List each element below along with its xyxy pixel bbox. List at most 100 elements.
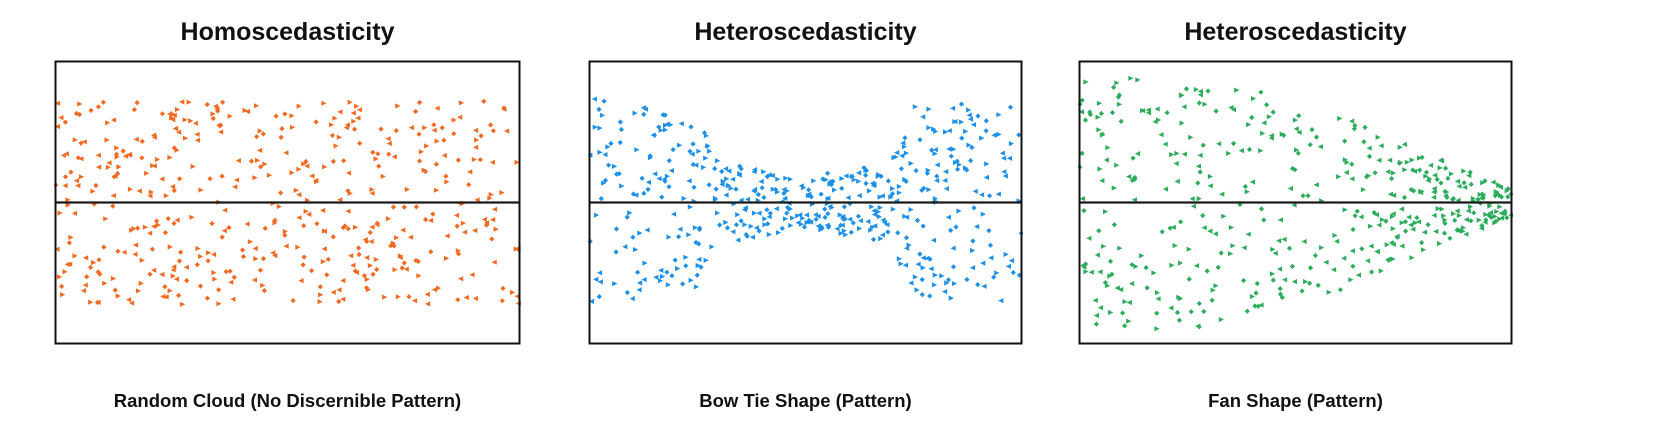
- scatter-point: [176, 292, 182, 298]
- scatter-point: [949, 105, 956, 111]
- scatter-point: [1432, 189, 1438, 195]
- scatter-point: [1087, 109, 1093, 115]
- scatter-point: [782, 195, 788, 201]
- scatter-point: [991, 132, 997, 138]
- scatter-point: [738, 166, 744, 172]
- scatter-point: [857, 218, 864, 224]
- scatter-point: [1270, 277, 1276, 283]
- scatter-point: [460, 220, 466, 226]
- scatter-point: [1447, 235, 1453, 241]
- scatter-point: [159, 176, 165, 182]
- scatter-point: [1294, 147, 1300, 153]
- scatter-point: [730, 229, 736, 235]
- scatter-point: [865, 218, 871, 225]
- scatter-point: [658, 127, 664, 133]
- scatter-point: [703, 155, 709, 161]
- scatter-point: [182, 117, 188, 123]
- scatter-point: [378, 126, 384, 132]
- scatter-point: [154, 156, 161, 163]
- scatter-point: [194, 131, 200, 137]
- scatter-point: [1423, 169, 1430, 175]
- scatter-point: [1463, 217, 1469, 223]
- scatter-point: [1098, 110, 1104, 117]
- scatter-point: [257, 128, 263, 134]
- scatter-point: [1443, 193, 1449, 199]
- scatter-point: [474, 197, 480, 203]
- scatter-point: [1389, 176, 1395, 182]
- scatter-point: [1375, 134, 1381, 140]
- scatter-point: [301, 161, 307, 167]
- scatter-point: [1261, 217, 1267, 223]
- scatter-point: [811, 178, 817, 184]
- scatter-point: [1244, 189, 1250, 195]
- scatter-point: [1172, 243, 1178, 249]
- scatter-point: [624, 289, 630, 296]
- scatter-point: [797, 212, 803, 218]
- scatter-point: [88, 264, 94, 270]
- scatter-point: [744, 233, 750, 239]
- scatter-point: [162, 230, 168, 236]
- scatter-point: [1461, 168, 1467, 174]
- scatter-point: [608, 140, 614, 147]
- chart-caption-fan: Fan Shape (Pattern): [1208, 390, 1383, 411]
- scatter-point: [1301, 238, 1307, 245]
- scatter-point: [336, 298, 342, 305]
- scatter-point: [970, 238, 976, 244]
- scatter-point: [1261, 120, 1267, 126]
- scatter-point: [1343, 169, 1349, 176]
- scatter-point: [1432, 172, 1438, 178]
- scatter-point: [458, 276, 464, 282]
- scatter-point: [1156, 117, 1162, 123]
- scatter-point: [65, 202, 71, 208]
- scatter-point: [1493, 189, 1499, 195]
- scatter-point: [247, 239, 253, 245]
- scatter-point: [455, 157, 461, 163]
- scatter-point: [62, 183, 68, 189]
- scatter-point: [779, 225, 785, 231]
- scatter-point: [401, 260, 407, 266]
- scatter-point: [1195, 163, 1201, 169]
- scatter-point: [1471, 210, 1477, 216]
- scatter-point: [253, 256, 259, 262]
- scatter-point: [1359, 246, 1365, 252]
- scatter-point: [885, 229, 891, 235]
- scatter-point: [82, 282, 88, 288]
- scatter-point: [601, 180, 607, 186]
- scatter-point: [920, 114, 926, 120]
- scatter-point: [1404, 159, 1410, 165]
- scatter-point: [244, 221, 250, 227]
- scatter-point: [616, 171, 622, 177]
- scatter-point: [174, 147, 180, 153]
- scatter-point: [105, 120, 111, 126]
- scatter-point: [171, 264, 177, 270]
- scatter-point: [127, 186, 134, 192]
- scatter-point: [95, 269, 101, 275]
- scatter-point: [206, 250, 212, 256]
- scatter-point: [942, 177, 948, 184]
- scatter-point: [400, 227, 406, 233]
- scatter-point: [1290, 165, 1296, 172]
- scatter-point: [1348, 277, 1354, 283]
- scatter-point: [1305, 193, 1311, 199]
- scatter-point: [404, 186, 410, 192]
- scatter-point: [1197, 169, 1203, 175]
- scatter-point: [899, 153, 905, 159]
- scatter-point: [749, 234, 755, 240]
- scatter-point: [1134, 151, 1141, 157]
- scatter-point: [78, 140, 84, 146]
- scatter-point: [652, 171, 658, 177]
- scatter-point: [983, 174, 989, 180]
- scatter-point: [1411, 168, 1418, 174]
- scatter-point: [706, 182, 712, 188]
- scatter-point: [227, 268, 233, 274]
- scatter-point: [841, 228, 847, 234]
- scatter-point: [77, 101, 83, 107]
- scatter-point: [290, 297, 296, 304]
- scatter-point: [64, 261, 70, 267]
- scatter-point: [356, 107, 363, 113]
- scatter-point: [624, 214, 630, 220]
- scatter-point: [1197, 88, 1203, 94]
- scatter-point: [198, 253, 204, 260]
- scatter-point: [458, 100, 464, 106]
- scatter-plot-random-cloud: [54, 60, 521, 345]
